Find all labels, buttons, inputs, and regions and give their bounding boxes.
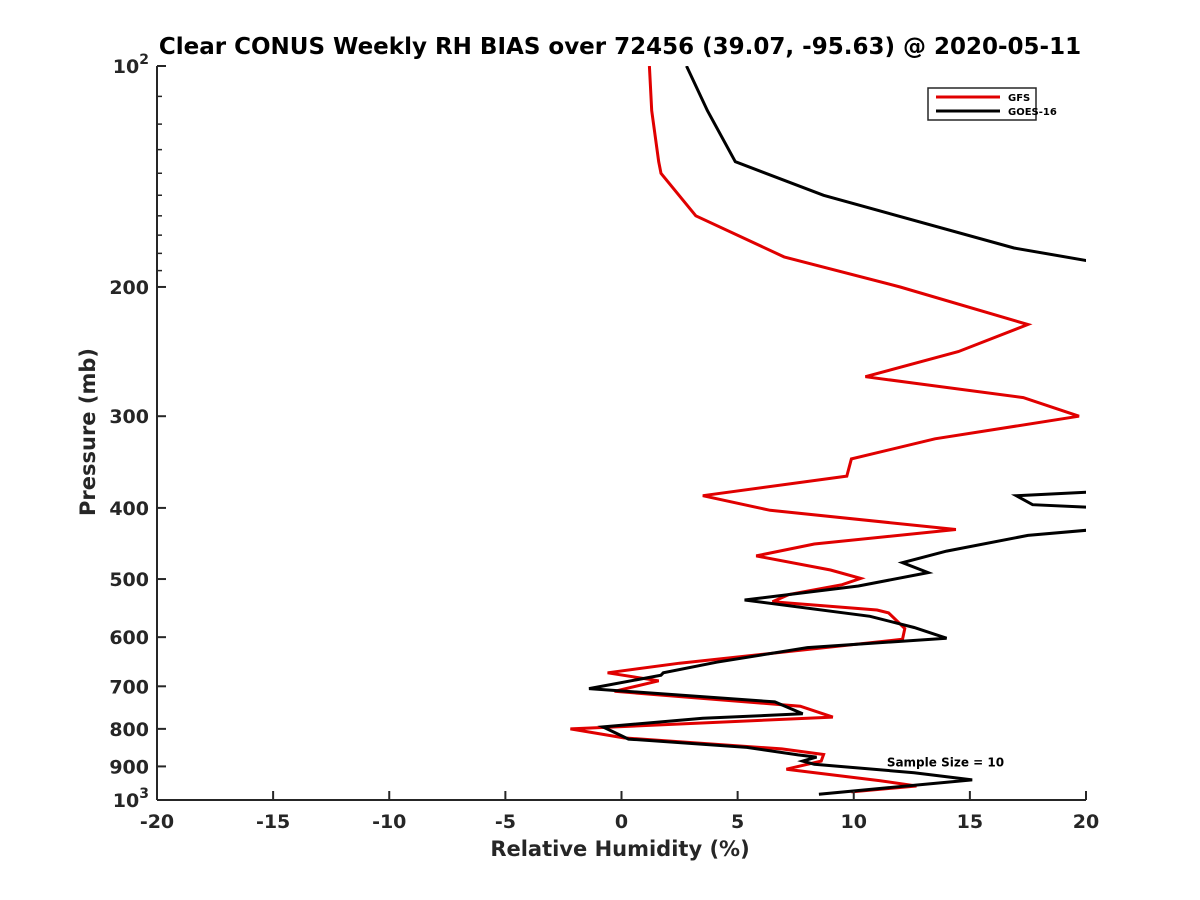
plot-area — [570, 66, 1086, 796]
y-tick-label: 700 — [109, 676, 149, 698]
legend-label: GOES-16 — [1008, 107, 1057, 118]
axes: -20 -15 -10 -5 0 5 10 15 20 102 200 300 400 500 600 700… — [109, 52, 1099, 833]
x-tick-label: 10 — [841, 811, 867, 833]
y-tick-label: 600 — [109, 627, 149, 649]
x-tick-label: 5 — [731, 811, 744, 833]
y-tick-label: 900 — [109, 756, 149, 778]
annotations: Sample Size = 10 — [887, 755, 1004, 769]
x-tick-label: 20 — [1073, 811, 1099, 833]
x-axis-title: Relative Humidity (%) — [490, 837, 749, 861]
y-tick-label: 102 — [113, 52, 149, 78]
x-tick-label: -15 — [256, 811, 290, 833]
x-tick-label: -20 — [140, 811, 174, 833]
x-tick-label: 0 — [615, 811, 628, 833]
y-tick-label: 300 — [109, 406, 149, 428]
y-axis-title: Pressure (mb) — [76, 348, 100, 516]
y-tick-label: 500 — [109, 569, 149, 591]
x-tick-label: -10 — [372, 811, 406, 833]
y-tick-label: 200 — [109, 277, 149, 299]
y-tick-label: 400 — [109, 498, 149, 520]
chart-title: Clear CONUS Weekly RH BIAS over 72456 (3… — [159, 34, 1081, 60]
legend-label: GFS — [1008, 93, 1030, 104]
y-tick-label: 800 — [109, 719, 149, 741]
legend: GFS GOES-16 — [927, 87, 1057, 121]
y-tick-label: 103 — [113, 786, 149, 812]
sample-size-annotation: Sample Size = 10 — [887, 755, 1004, 769]
legend-box — [927, 87, 1037, 121]
x-tick-label: 15 — [957, 811, 983, 833]
series-line-goes-16 — [588, 66, 1086, 796]
series-line-gfs — [570, 66, 1080, 794]
x-tick-label: -5 — [495, 811, 516, 833]
